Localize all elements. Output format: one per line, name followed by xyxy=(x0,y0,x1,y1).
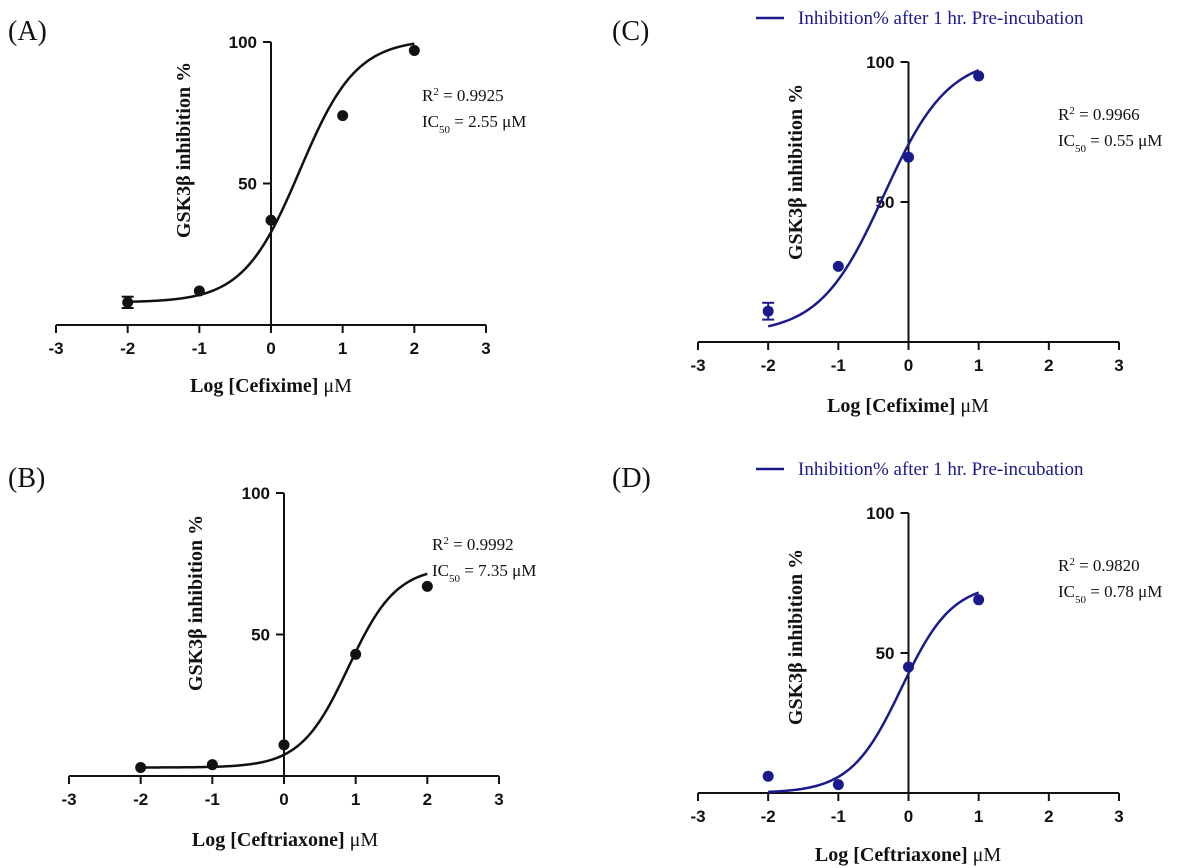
x-tick-label: -1 xyxy=(192,339,207,358)
x-tick-label: -2 xyxy=(133,790,148,809)
data-point xyxy=(903,661,914,673)
fit-curve xyxy=(127,42,415,304)
y-tick-label: 50 xyxy=(251,626,270,645)
x-tick-label: 1 xyxy=(338,339,347,358)
ic50-label: IC50 = 0.55 μM xyxy=(1058,131,1162,155)
y-tick-label: 100 xyxy=(866,504,894,523)
panel-d: (D) Inhibition% after 1 hr. Pre-incubati… xyxy=(612,459,1162,866)
x-tick-label: -2 xyxy=(120,339,135,358)
x-tick-label: -3 xyxy=(61,790,76,809)
fit-curve xyxy=(140,572,428,769)
x-tick-label: 3 xyxy=(1114,807,1123,826)
x-axis-title: Log [Ceftriaxone] μM xyxy=(815,844,1001,866)
x-tick-label: 3 xyxy=(494,790,503,809)
x-tick-label: -1 xyxy=(831,807,846,826)
data-point xyxy=(135,762,147,774)
x-axis-title: Log [Cefixime] μM xyxy=(827,395,989,417)
data-point xyxy=(337,110,349,122)
panel-a: (A) GSK3β inhibition % Log [Cefixime] μM… xyxy=(8,16,526,397)
data-point xyxy=(762,770,774,782)
legend: Inhibition% after 1 hr. Pre-incubation xyxy=(756,8,1084,29)
y-tick-label: 100 xyxy=(229,33,257,52)
x-tick-label: -2 xyxy=(761,807,776,826)
data-point xyxy=(265,214,277,226)
y-axis-title: GSK3β inhibition % xyxy=(785,84,807,260)
x-tick-label: 0 xyxy=(904,807,913,826)
y-axis-title: GSK3β inhibition % xyxy=(185,515,207,691)
x-tick-label: 0 xyxy=(279,790,288,809)
x-tick-label: 3 xyxy=(1114,356,1123,375)
fit-statistics: R2 = 0.9966 IC50 = 0.55 μM xyxy=(1058,105,1162,155)
r-squared-label: R2 = 0.9820 xyxy=(1058,556,1140,575)
r-squared-label: R2 = 0.9925 xyxy=(422,86,504,105)
x-tick-label: 0 xyxy=(266,339,275,358)
panel-letter: (A) xyxy=(8,16,47,47)
panel-c: (C) Inhibition% after 1 hr. Pre-incubati… xyxy=(612,8,1162,417)
fit-statistics: R2 = 0.9820 IC50 = 0.78 μM xyxy=(1058,556,1162,606)
data-point xyxy=(832,779,844,791)
x-tick-label: -3 xyxy=(48,339,63,358)
x-tick-label: 2 xyxy=(1044,356,1053,375)
r-squared-label: R2 = 0.9966 xyxy=(1058,105,1140,124)
data-point xyxy=(762,305,774,317)
panel-letter: (B) xyxy=(8,463,45,494)
data-point xyxy=(832,260,844,272)
legend-label: Inhibition% after 1 hr. Pre-incubation xyxy=(798,8,1084,29)
x-tick-label: 1 xyxy=(974,807,983,826)
fit-curve xyxy=(767,68,980,328)
x-tick-label: -2 xyxy=(761,356,776,375)
y-tick-label: 100 xyxy=(242,484,270,503)
ic50-label: IC50 = 7.35 μM xyxy=(432,561,536,585)
data-point xyxy=(278,739,290,751)
fit-curve xyxy=(768,591,980,794)
y-tick-label: 100 xyxy=(866,53,894,72)
x-axis-title: Log [Ceftriaxone] μM xyxy=(192,829,378,851)
fit-statistics: R2 = 0.9925 IC50 = 2.55 μM xyxy=(422,86,526,136)
ic50-label: IC50 = 2.55 μM xyxy=(422,112,526,136)
x-tick-label: -1 xyxy=(831,356,846,375)
data-point xyxy=(193,285,205,297)
y-axis-title: GSK3β inhibition % xyxy=(785,549,807,725)
data-point xyxy=(903,151,914,163)
y-tick-label: 50 xyxy=(238,175,257,194)
data-point xyxy=(973,594,985,606)
x-tick-label: 2 xyxy=(423,790,432,809)
panel-b: (B) GSK3β inhibition % Log [Ceftriaxone]… xyxy=(8,463,536,851)
legend: Inhibition% after 1 hr. Pre-incubation xyxy=(756,459,1084,480)
data-point xyxy=(122,296,134,308)
x-tick-label: 0 xyxy=(904,356,913,375)
y-axis-title: GSK3β inhibition % xyxy=(173,62,195,238)
ic50-label: IC50 = 0.78 μM xyxy=(1058,582,1162,606)
x-tick-label: -1 xyxy=(205,790,220,809)
legend-label: Inhibition% after 1 hr. Pre-incubation xyxy=(798,459,1084,480)
x-tick-label: -3 xyxy=(690,356,705,375)
data-point xyxy=(408,44,420,56)
fit-statistics: R2 = 0.9992 IC50 = 7.35 μM xyxy=(432,535,536,585)
x-tick-label: 3 xyxy=(481,339,490,358)
r-squared-label: R2 = 0.9992 xyxy=(432,535,514,554)
x-tick-label: -3 xyxy=(690,807,705,826)
data-point xyxy=(421,580,433,592)
x-tick-label: 2 xyxy=(1044,807,1053,826)
data-point xyxy=(973,70,985,82)
x-tick-label: 2 xyxy=(410,339,419,358)
y-tick-label: 50 xyxy=(876,644,895,663)
data-point xyxy=(206,759,218,771)
x-tick-label: 1 xyxy=(974,356,983,375)
panel-letter: (D) xyxy=(612,463,651,494)
data-point xyxy=(350,648,362,660)
x-axis-title: Log [Cefixime] μM xyxy=(190,375,352,397)
x-tick-label: 1 xyxy=(351,790,360,809)
panel-letter: (C) xyxy=(612,16,649,47)
y-tick-label: 50 xyxy=(876,193,895,212)
